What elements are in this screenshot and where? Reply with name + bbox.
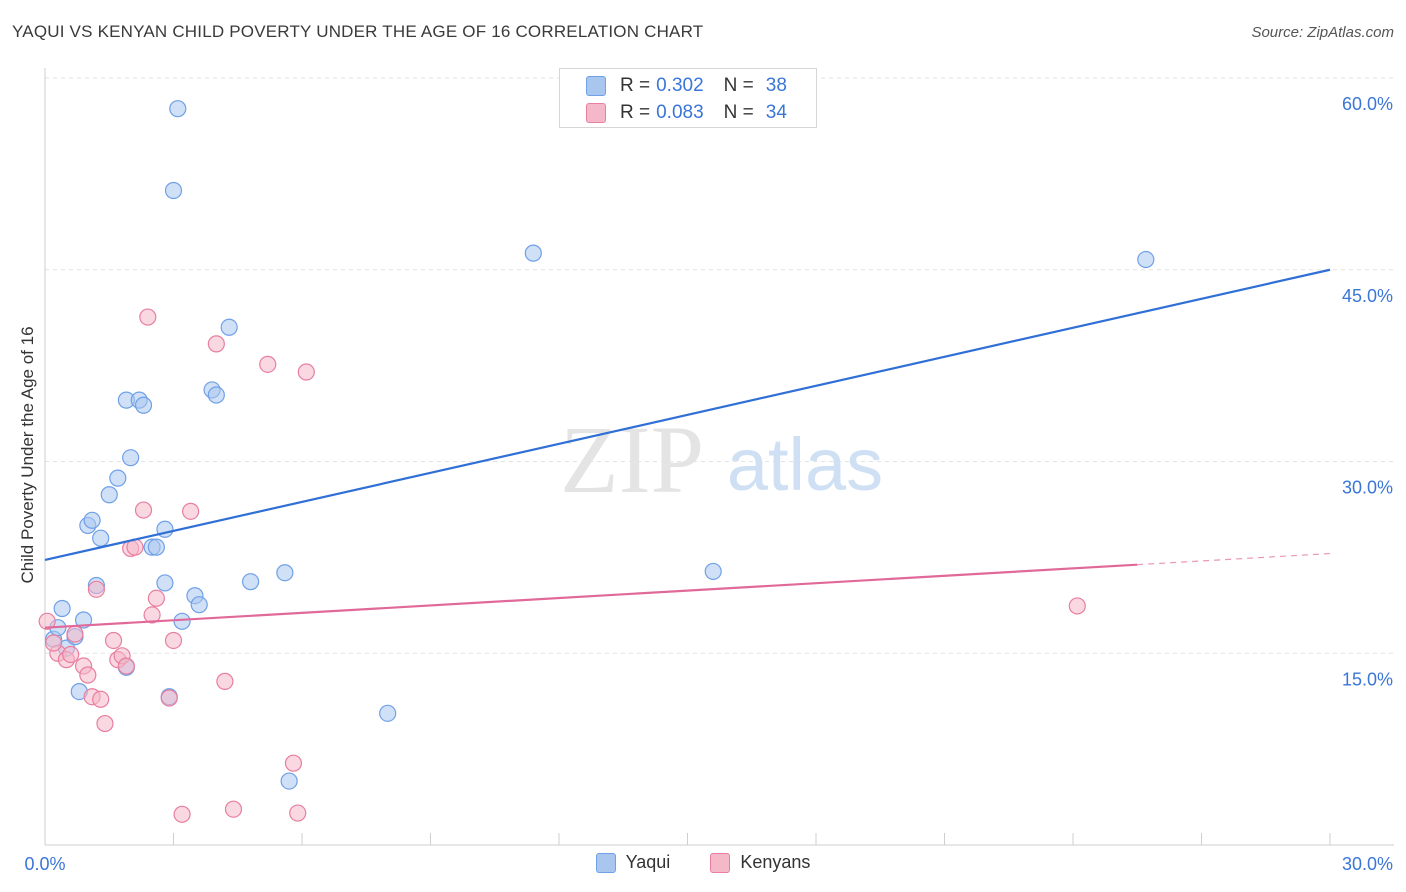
- yaqui-point: [74, 611, 93, 629]
- n-label: N =: [723, 75, 754, 96]
- kenyans-point: [173, 805, 191, 823]
- yaqui-point: [1137, 250, 1155, 269]
- source-label: Source: ZipAtlas.com: [1251, 24, 1394, 41]
- watermark-zip: ZIP: [560, 406, 704, 513]
- watermark: ZIP atlas: [560, 406, 883, 513]
- kenyans-point: [134, 501, 153, 519]
- kenyans-point: [1068, 597, 1086, 615]
- kenyans-point: [62, 645, 80, 664]
- y-tick-label: 60.0%: [1342, 94, 1393, 114]
- kenyans-point: [139, 308, 157, 326]
- stats-legend: R = 0.302 N = 38 R = 0.083 N = 34: [559, 68, 817, 128]
- kenyans-legend-swatch: [710, 852, 731, 873]
- kenyans-point: [66, 625, 84, 643]
- stats-row-yaqui: R = 0.302 N = 38: [586, 75, 787, 97]
- n-value: 38: [765, 75, 787, 96]
- yaqui-point: [220, 318, 238, 336]
- kenyans-trend-extension: [1137, 552, 1331, 566]
- kenyans-point: [104, 631, 123, 650]
- yaqui-point: [379, 704, 397, 722]
- kenyans-point: [160, 689, 178, 707]
- n-label: N =: [723, 102, 754, 123]
- kenyans-point: [147, 589, 165, 607]
- yaqui-point: [242, 573, 260, 591]
- yaqui-point: [156, 574, 174, 592]
- yaqui-point: [109, 469, 127, 487]
- legend-item-yaqui[interactable]: Yaqui: [595, 852, 671, 873]
- bottom-legend: Yaqui Kenyans: [0, 852, 1406, 873]
- kenyans-point: [284, 754, 303, 772]
- yaqui-point: [53, 599, 71, 618]
- kenyans-point: [92, 690, 110, 708]
- kenyans-point: [224, 800, 243, 818]
- kenyans-point: [216, 672, 234, 690]
- kenyans-point: [38, 612, 56, 630]
- yaqui-point: [83, 511, 101, 529]
- yaqui-point: [173, 612, 191, 630]
- yaqui-point: [524, 244, 542, 262]
- yaqui-legend-swatch: [595, 852, 616, 873]
- yaqui-point: [190, 596, 208, 614]
- kenyans-point: [44, 634, 63, 652]
- legend-label-yaqui: Yaqui: [625, 852, 671, 872]
- r-label: R =: [620, 75, 651, 96]
- kenyans-point: [297, 363, 315, 381]
- yaqui-point: [704, 562, 722, 581]
- legend-item-kenyans[interactable]: Kenyans: [710, 852, 810, 873]
- tick-labels: 15.0% 30.0% 45.0% 60.0% 0.0% 30.0%: [24, 94, 1393, 874]
- yaqui-point: [169, 100, 187, 118]
- yaqui-point: [92, 529, 110, 547]
- yaqui-point: [100, 486, 118, 504]
- r-label: R =: [620, 102, 651, 123]
- legend-label-kenyans: Kenyans: [740, 852, 811, 872]
- yaqui-point: [122, 449, 140, 467]
- x-tick-label: 30.0%: [1342, 854, 1393, 874]
- kenyans-point: [143, 606, 161, 624]
- kenyans-point: [79, 666, 97, 684]
- kenyans-point: [207, 335, 225, 353]
- kenyans-point: [87, 580, 106, 598]
- n-value: 34: [765, 102, 787, 123]
- y-tick-label: 15.0%: [1342, 669, 1393, 689]
- y-axis-label: Child Poverty Under the Age of 16: [18, 326, 37, 584]
- r-value: 0.302: [656, 75, 704, 96]
- yaqui-point: [134, 396, 153, 414]
- yaqui-point: [207, 386, 225, 404]
- r-value: 0.083: [656, 102, 704, 123]
- yaqui-point: [147, 538, 165, 556]
- y-tick-label: 45.0%: [1342, 286, 1393, 306]
- y-tick-label: 30.0%: [1342, 478, 1393, 498]
- yaqui-swatch: [586, 76, 606, 96]
- kenyans-swatch: [586, 103, 606, 123]
- kenyans-trend-line: [44, 563, 1138, 629]
- yaqui-trend-line: [44, 268, 1331, 562]
- yaqui-point: [280, 772, 298, 790]
- kenyans-point: [164, 631, 183, 650]
- yaqui-point: [276, 564, 294, 582]
- trend-lines: [44, 268, 1331, 629]
- kenyans-point: [182, 502, 200, 520]
- data-points: [38, 100, 1155, 823]
- chart-title: YAQUI VS KENYAN CHILD POVERTY UNDER THE …: [12, 22, 704, 41]
- x-tick-label: 0.0%: [24, 854, 65, 874]
- kenyans-point: [96, 714, 114, 733]
- yaqui-point: [164, 181, 183, 200]
- axes: [44, 68, 1394, 846]
- kenyans-point: [289, 804, 307, 822]
- stats-row-kenyans: R = 0.083 N = 34: [586, 102, 787, 124]
- watermark-atlas: atlas: [727, 423, 883, 506]
- kenyans-point: [117, 657, 135, 675]
- kenyans-point: [259, 355, 277, 373]
